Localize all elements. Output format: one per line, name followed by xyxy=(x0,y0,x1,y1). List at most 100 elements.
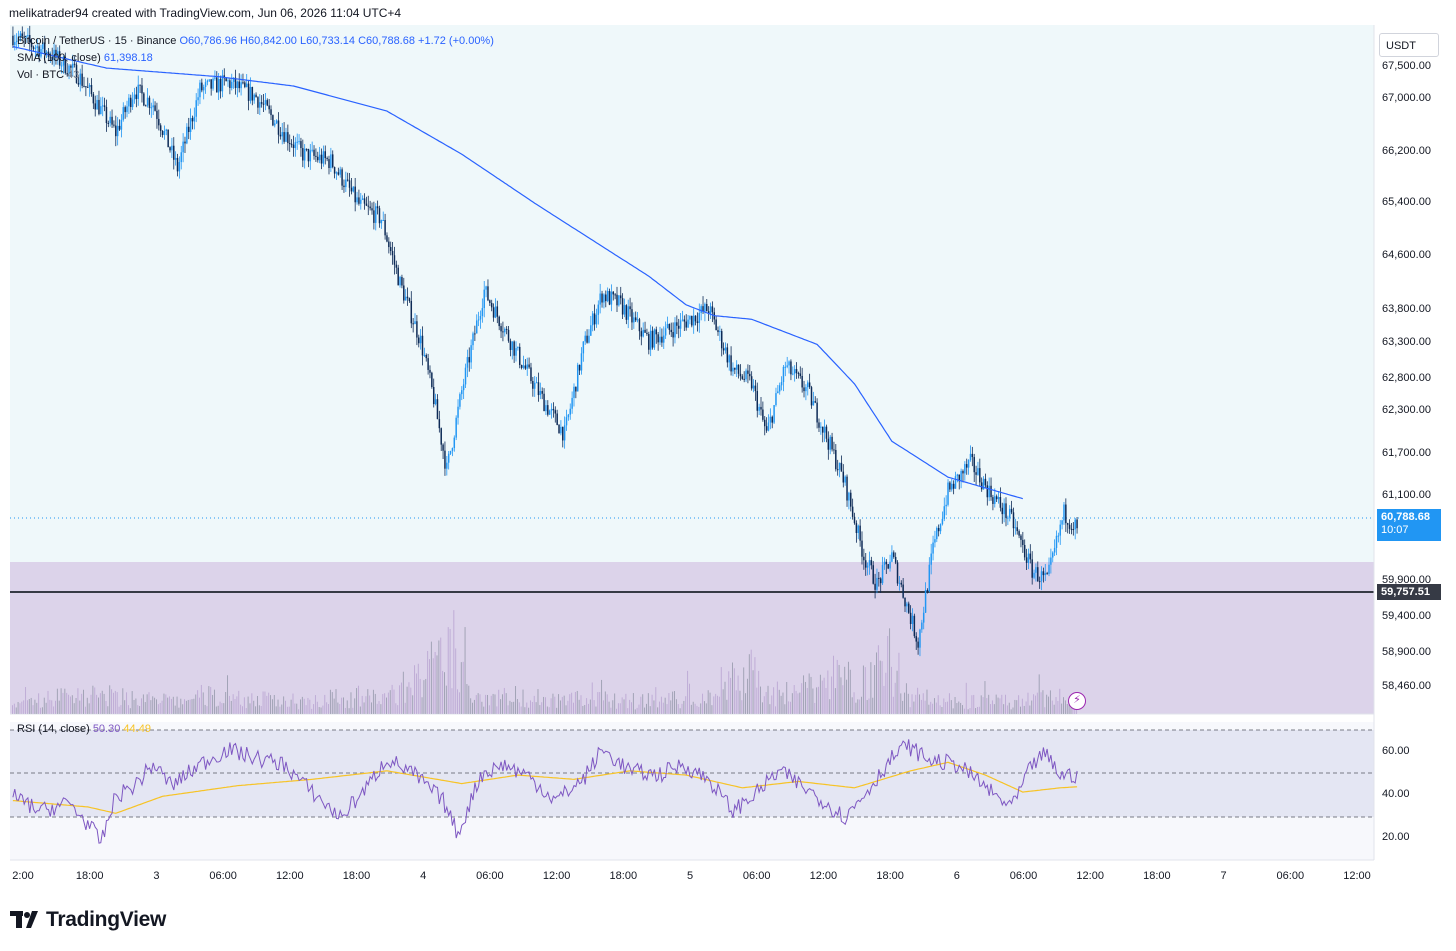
volume-legend[interactable]: Vol · BTC 43 xyxy=(17,69,79,81)
candle-body xyxy=(519,346,521,365)
volume-bar xyxy=(170,698,172,714)
symbol-legend[interactable]: Bitcoin / TetherUS · 15 · Binance O60,78… xyxy=(17,35,494,47)
volume-bar xyxy=(705,703,707,714)
volume-bar xyxy=(490,695,492,714)
volume-bar xyxy=(195,694,197,714)
candle-body xyxy=(988,485,990,498)
volume-bar xyxy=(625,693,627,714)
volume-bar xyxy=(604,691,606,714)
volume-bar xyxy=(103,693,105,714)
volume-bar xyxy=(1014,699,1016,714)
candle-body xyxy=(752,385,755,389)
candle-body xyxy=(1059,524,1061,536)
volume-bar xyxy=(516,699,518,714)
volume-bar xyxy=(842,685,844,714)
volume-bar xyxy=(414,665,416,714)
volume-bar xyxy=(120,705,122,714)
volume-bar xyxy=(1025,701,1027,714)
candle-body xyxy=(363,198,366,204)
candle-body xyxy=(934,539,936,543)
volume-bar xyxy=(520,706,522,714)
candle-body xyxy=(83,85,85,87)
tradingview-logo[interactable]: TradingView xyxy=(10,908,166,932)
volume-bar xyxy=(834,688,836,714)
candle-body xyxy=(633,317,635,323)
currency-button[interactable]: USDT xyxy=(1379,33,1439,57)
volume-bar xyxy=(247,696,249,714)
volume-bar xyxy=(977,706,978,714)
volume-bar xyxy=(501,694,503,714)
volume-bar xyxy=(943,698,945,714)
price-axis-label: 61,100.00 xyxy=(1382,489,1431,501)
volume-bar xyxy=(793,685,795,714)
sma-legend[interactable]: SMA (100, close) 61,398.18 xyxy=(17,52,153,64)
candle-body xyxy=(1014,527,1017,529)
time-axis-label: 06:00 xyxy=(209,870,237,882)
volume-bar xyxy=(290,699,292,714)
volume-bar xyxy=(356,688,358,714)
candle-body xyxy=(936,527,938,540)
volume-bar xyxy=(26,700,28,714)
volume-bar xyxy=(515,686,517,714)
volume-bar xyxy=(184,699,185,714)
candle-body xyxy=(462,384,465,391)
time-axis-label: 12:00 xyxy=(809,870,838,882)
candle-body xyxy=(979,468,981,483)
volume-bar xyxy=(664,697,666,714)
volume-bar xyxy=(311,708,313,714)
rsi-legend[interactable]: RSI (14, close) 50.30 44.49 xyxy=(17,723,151,735)
lightning-icon[interactable]: ⚡ xyxy=(1068,692,1086,710)
volume-bar xyxy=(986,698,988,714)
candle-body xyxy=(904,597,906,607)
candle-body xyxy=(1038,581,1041,583)
volume-bar xyxy=(645,703,647,714)
volume-bar xyxy=(868,698,870,714)
time-axis-label: 18:00 xyxy=(75,870,104,882)
candle-body xyxy=(704,303,706,312)
volume-bar xyxy=(333,698,335,714)
volume-bar xyxy=(806,687,808,714)
volume-bar xyxy=(728,671,730,714)
candle-body xyxy=(631,309,633,323)
candle-body xyxy=(25,36,27,38)
volume-bar xyxy=(473,699,475,714)
candle-body xyxy=(470,345,472,363)
candle-body xyxy=(909,612,912,625)
volume-bar xyxy=(167,697,169,714)
candle-body xyxy=(606,291,609,302)
candle-body xyxy=(373,210,375,223)
candle-body xyxy=(1035,567,1037,573)
volume-bar xyxy=(77,688,79,714)
volume-bar xyxy=(956,703,958,714)
volume-bar xyxy=(206,706,208,714)
volume-bar xyxy=(1063,697,1064,714)
candle-body xyxy=(556,413,558,425)
volume-bar xyxy=(623,699,625,714)
volume-bar xyxy=(558,694,560,714)
volume-bar xyxy=(408,682,410,714)
candle-body xyxy=(60,65,63,67)
volume-bar xyxy=(305,705,307,714)
volume-bar xyxy=(950,700,952,714)
candle-body xyxy=(116,125,119,137)
candle-body xyxy=(908,603,910,613)
candle-body xyxy=(29,35,31,43)
candle-body xyxy=(386,235,388,242)
volume-bar xyxy=(836,659,838,714)
candle-body xyxy=(307,149,310,162)
volume-bar xyxy=(655,687,657,714)
candle-body xyxy=(81,73,83,86)
rsi-line xyxy=(12,739,1078,844)
candle-body xyxy=(489,300,491,303)
volume-bar xyxy=(393,689,395,714)
candle-body xyxy=(474,333,476,335)
candle-body xyxy=(262,103,265,105)
candle-body xyxy=(850,492,852,507)
candle-body xyxy=(1061,520,1063,525)
volume-bar xyxy=(795,690,797,714)
candle-body xyxy=(949,482,951,490)
volume-bar xyxy=(309,699,311,714)
candle-body xyxy=(889,561,891,569)
candle-body xyxy=(709,306,712,314)
